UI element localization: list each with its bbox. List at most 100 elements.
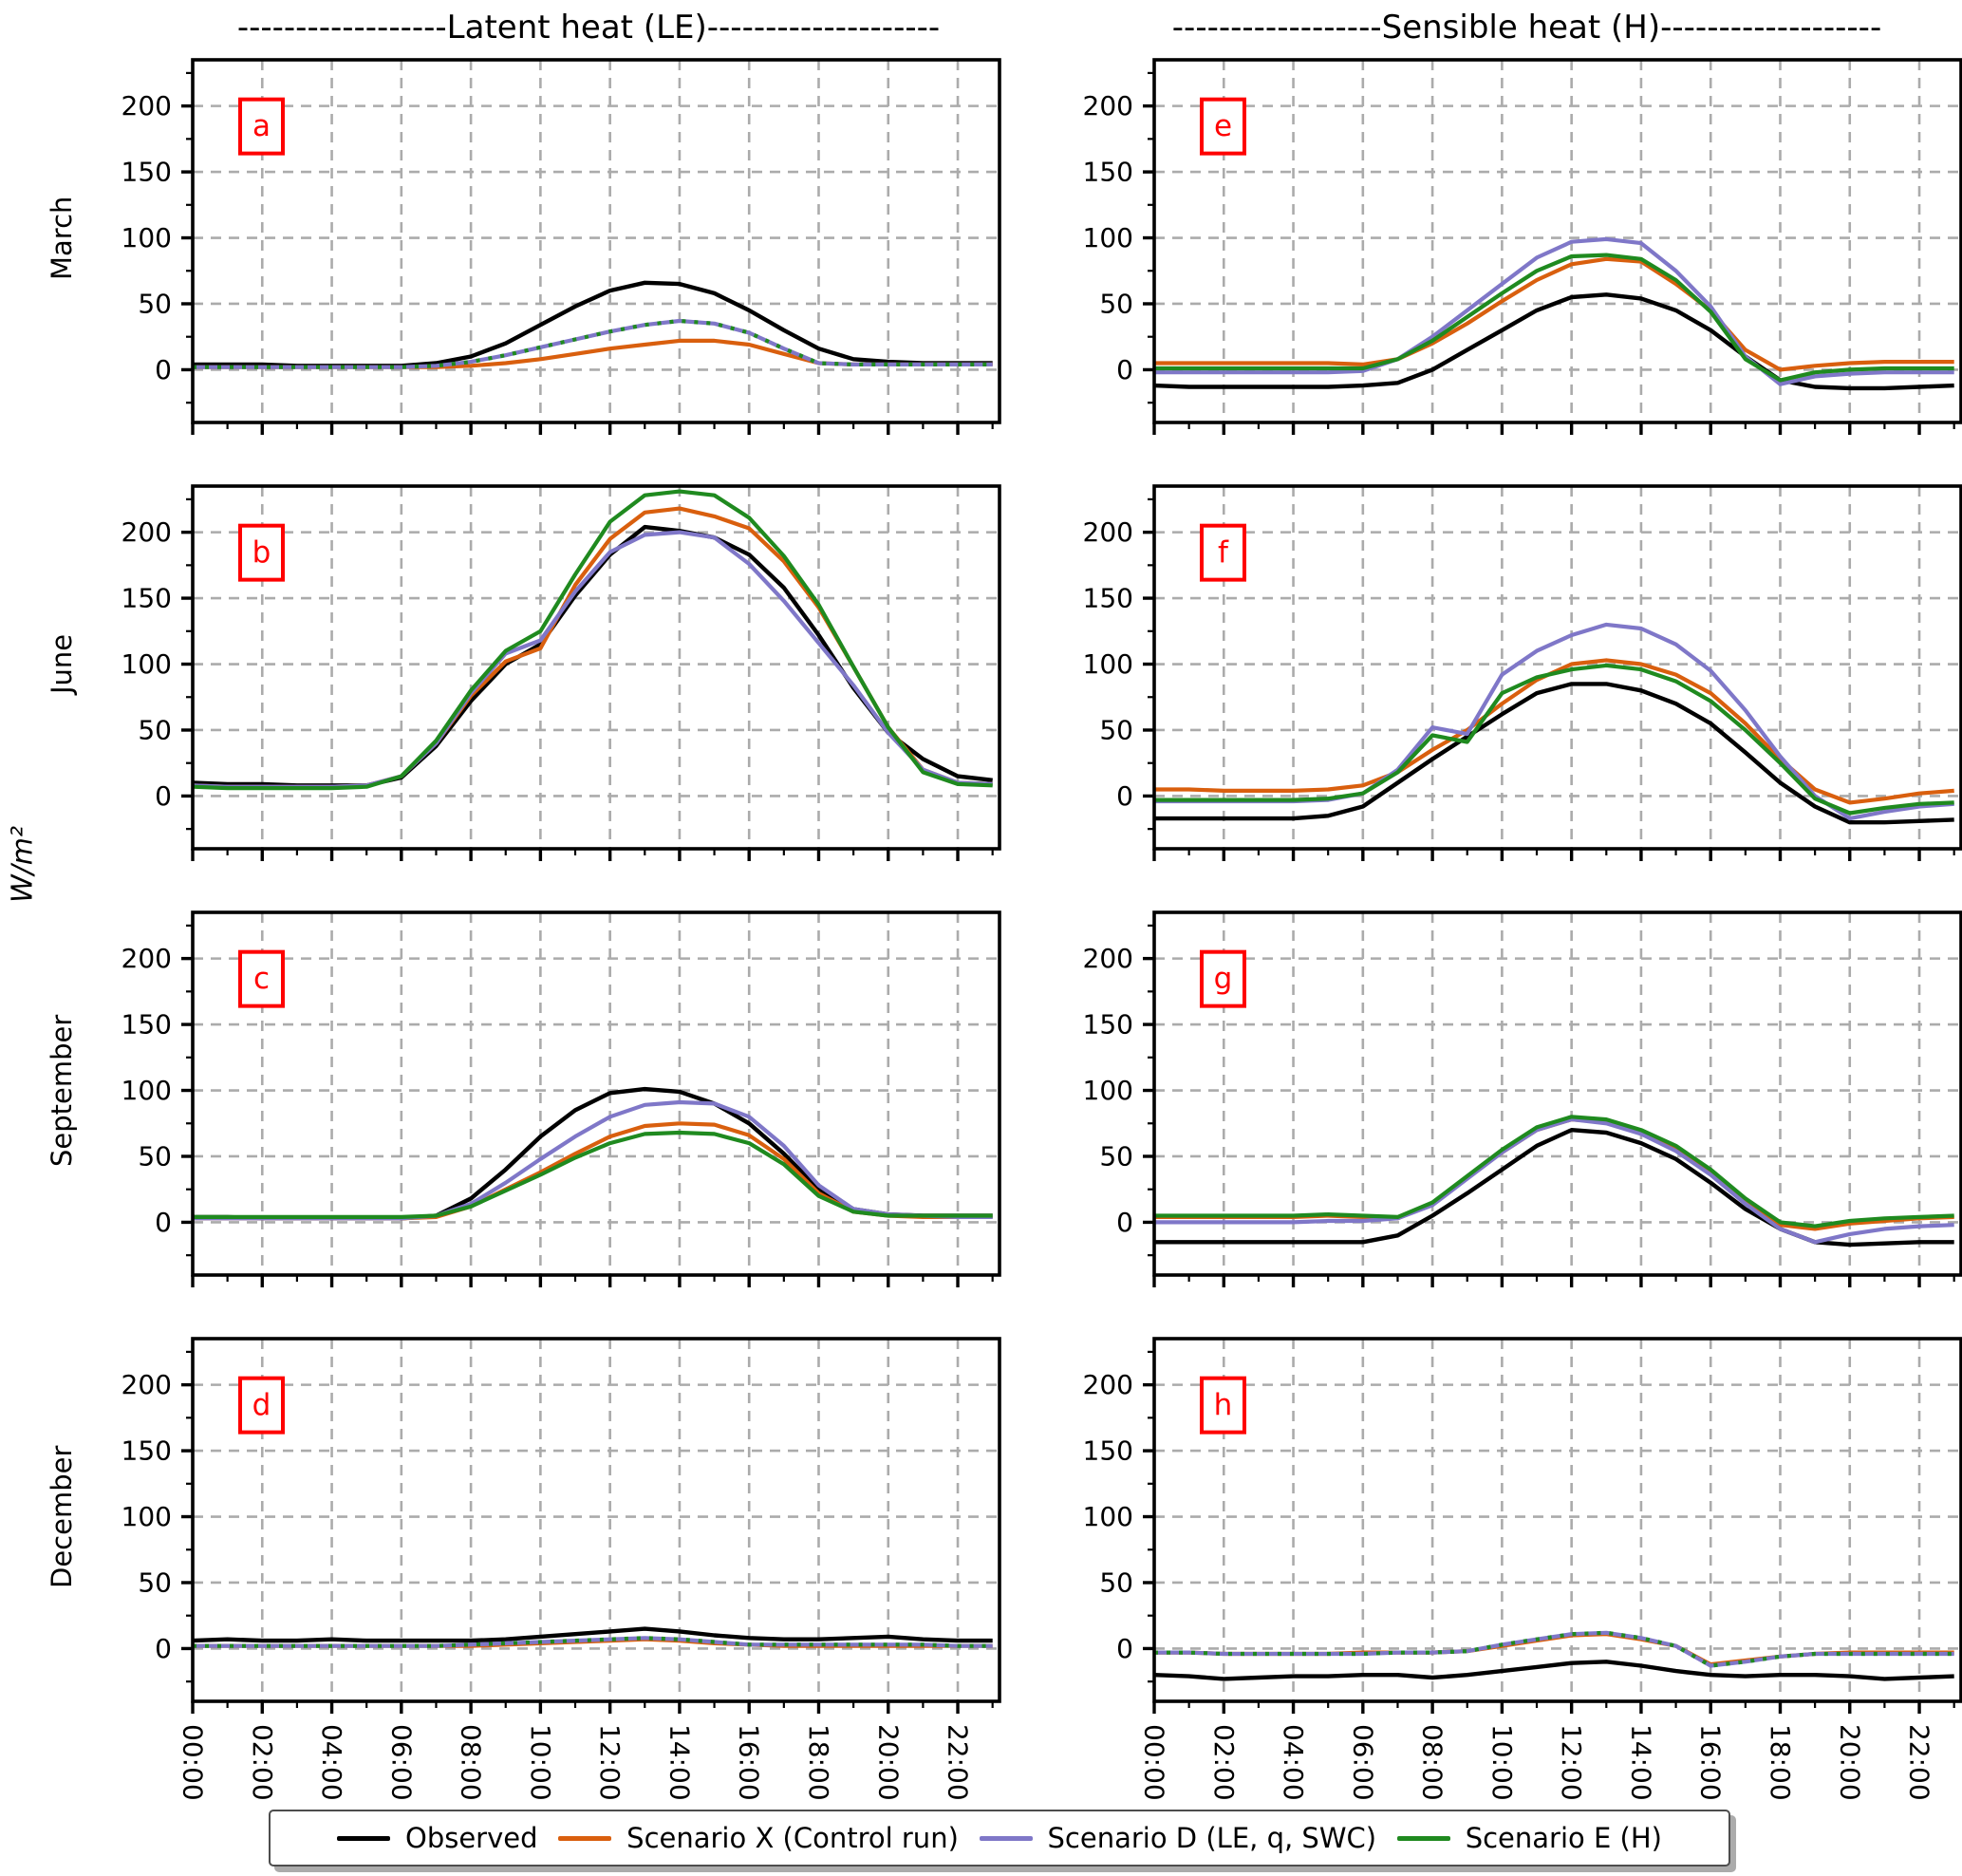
gridlines [193,1339,1000,1701]
x-tick-label: 20:00 [872,1724,904,1801]
panel-a-march: 0 50 100 150 200 a [121,58,1001,435]
axis-ticks [1143,1350,1955,1714]
panel-letter-box [238,523,285,582]
series-line-scenario_x [193,1121,993,1221]
x-tick-label: 16:00 [1695,1724,1727,1801]
y-tick-label: 100 [121,1075,172,1106]
panel-letter: c [253,962,270,996]
x-tick-label: 02:00 [1208,1724,1240,1801]
panel-letter-box [1200,1376,1246,1435]
y-tick-label: 50 [1099,714,1133,745]
legend-line-observed [337,1835,390,1841]
gridlines [193,912,1000,1275]
panel-letter-box [238,1376,285,1435]
y-tick-label: 50 [1099,1140,1133,1172]
panel-letter: d [252,1388,271,1422]
legend: Observed Scenario X (Control run) Scenario… [269,1810,1730,1867]
legend-label: Scenario D (LE, q, SWC) [1047,1822,1377,1854]
series-line-scenario_d [1154,236,1954,386]
x-tick-label: 10:00 [525,1724,556,1801]
y-tick-label: 0 [1116,354,1133,385]
x-tick-label: 16:00 [734,1724,765,1801]
legend-line-scenario_e [1396,1835,1450,1841]
y-tick-label: 0 [155,780,172,812]
series-line-observed [193,280,993,368]
axes-frame [1152,484,1962,851]
x-tick-label: 04:00 [316,1724,347,1801]
legend-item-scenario_e: Scenario E (H) [1396,1822,1662,1854]
panel-c-september: 0 50 100 150 200 c [121,910,1001,1287]
series-line-scenario_d [192,530,993,789]
x-tick-label: 18:00 [803,1724,834,1801]
y-tick-label: 150 [121,583,172,614]
axes-frame [191,910,1001,1277]
axes-frame [191,58,1001,424]
legend-line-scenario_d [979,1835,1033,1841]
y-tick-label: 0 [155,1207,172,1238]
gridlines [1154,486,1961,849]
y-tick-label: 0 [155,354,172,385]
series-line-observed [1153,1660,1954,1681]
legend-label: Scenario E (H) [1465,1822,1662,1854]
series-line-scenario_d [193,1099,993,1221]
y-tick-label: 150 [121,157,172,188]
row-label-june: June [46,633,78,695]
x-tick-label: 18:00 [1765,1724,1796,1801]
x-tick-label: 20:00 [1834,1724,1865,1801]
legend-label: Scenario X (Control run) [626,1822,959,1854]
axis-ticks [1143,71,1955,435]
panel-g-september: 0 50 100 150 200 g [1083,910,1962,1287]
y-tick-label: 50 [138,1566,172,1598]
y-tick-label: 200 [121,943,172,974]
y-tick-label: 200 [121,90,172,122]
y-tick-label: 200 [1083,1369,1133,1400]
panel-e-march: 0 50 100 150 200 e [1083,58,1962,435]
y-tick-label: 0 [1116,1633,1133,1664]
legend-item-scenario_x: Scenario X (Control run) [558,1822,959,1854]
gridlines [193,486,1000,849]
x-tick-label: 12:00 [1556,1724,1587,1801]
x-tick-label: 14:00 [1625,1724,1656,1801]
y-tick-label: 200 [1083,516,1133,548]
y-tick-label: 100 [1083,222,1133,253]
panel-letter-box [1200,523,1246,582]
series-line-scenario_x [1154,256,1954,372]
y-tick-label: 0 [155,1633,172,1664]
axes-frame [1152,58,1962,424]
y-tick-label: 200 [121,1369,172,1400]
series-line-observed [1154,682,1954,825]
x-tick-label: 14:00 [663,1724,695,1801]
gridlines [1154,912,1961,1275]
legend-item-observed: Observed [337,1822,538,1854]
x-tick-label: 06:00 [1347,1724,1378,1801]
series-line-scenario_e [193,1636,993,1648]
panel-letter-box [1200,949,1246,1008]
panel-d-december: 0 50 100 150 200 00:00 02:00 04:00 06:00 08:00 10:… [121,1337,1001,1801]
legend-item-scenario_d: Scenario D (LE, q, SWC) [979,1822,1377,1854]
panel-letter-box [238,97,285,156]
panel-letter: a [252,109,271,143]
series-line-observed [1153,292,1954,391]
y-tick-label: 150 [121,1009,172,1041]
y-tick-label: 100 [1083,648,1133,680]
y-tick-label: 150 [1083,1435,1133,1467]
axis-ticks [181,1350,994,1714]
axis-ticks [181,924,994,1287]
axis-ticks [181,497,994,861]
series-line-scenario_e [192,489,993,791]
y-tick-label: 100 [121,1501,172,1532]
gridlines [1154,1339,1961,1701]
legend-label: Observed [405,1822,538,1854]
x-tick-label: 00:00 [1139,1724,1170,1801]
y-tick-label: 50 [1099,288,1133,319]
series-line-scenario_d [1154,1117,1954,1245]
y-tick-label: 100 [121,648,172,680]
y-tick-label: 200 [1083,90,1133,122]
y-tick-label: 0 [1116,780,1133,812]
y-tick-label: 50 [138,288,172,319]
y-tick-label: 0 [1116,1207,1133,1238]
series-line-scenario_d [193,318,993,369]
axis-ticks [1143,924,1955,1287]
panel-h-december: 0 50 100 150 200 00:00 02:00 04:00 06:00 08:00 10:… [1083,1337,1962,1801]
series-line-observed [192,1626,993,1643]
